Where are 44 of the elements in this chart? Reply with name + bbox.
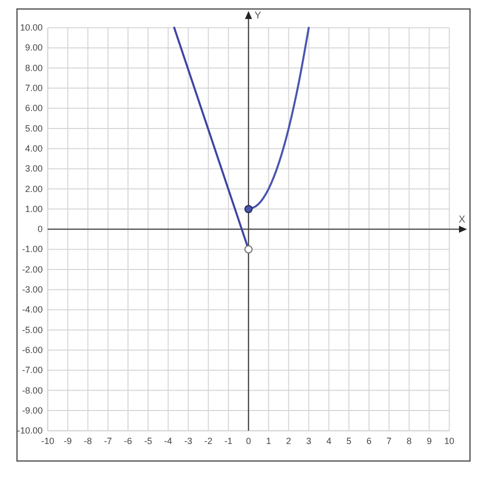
y-tick-label: 6.00: [25, 103, 43, 114]
x-axis-title: X: [458, 214, 466, 226]
x-tick-label: -3: [184, 436, 192, 446]
x-tick-label: 3: [306, 436, 312, 446]
x-tick-label: -4: [164, 436, 172, 446]
x-tick-label: -9: [64, 436, 72, 446]
y-tick-label: -8.00: [22, 385, 43, 396]
y-tick-label: -7.00: [22, 365, 43, 376]
y-tick-label: 5.00: [25, 123, 43, 134]
y-tick-label: 2.00: [25, 184, 43, 194]
x-tick-label: 7: [386, 436, 392, 446]
x-tick-label: -1: [224, 436, 232, 446]
x-tick-label: 10: [444, 436, 454, 446]
x-tick-label: 4: [326, 436, 332, 446]
x-tick-label: -8: [84, 436, 92, 446]
y-tick-label: -3.00: [22, 284, 43, 295]
y-tick-label: -5.00: [22, 324, 43, 335]
y-tick-label: 8.00: [25, 62, 43, 73]
x-tick-label: 5: [346, 436, 352, 446]
y-axis-title: Y: [254, 10, 262, 22]
y-tick-label: -10.00: [17, 426, 43, 436]
y-tick-label: 10.00: [20, 22, 43, 33]
y-tick-label: 0: [38, 224, 43, 234]
x-tick-label: 9: [426, 436, 432, 446]
y-tick-label: 1.00: [25, 204, 43, 214]
x-tick-label: -10: [41, 436, 54, 446]
x-tick-label: 0: [246, 436, 252, 446]
y-tick-label: 9.00: [25, 42, 43, 53]
x-tick-label: 6: [366, 436, 372, 446]
y-tick-label: -9.00: [22, 405, 43, 416]
y-tick-label: 4.00: [25, 143, 43, 154]
x-tick-label: 2: [286, 436, 292, 446]
y-tick-label: -2.00: [22, 264, 43, 274]
y-tick-label: -4.00: [22, 304, 43, 315]
x-tick-label: -7: [104, 436, 112, 446]
y-tick-label: 3.00: [25, 164, 43, 174]
y-tick-label: -1.00: [22, 244, 43, 254]
x-tick-label: -5: [144, 436, 152, 446]
x-tick-label: 8: [406, 436, 412, 446]
x-tick-label: -2: [204, 436, 212, 446]
y-tick-label: 7.00: [25, 83, 43, 94]
x-tick-label: 1: [266, 436, 272, 446]
y-tick-label: -6.00: [22, 344, 43, 355]
x-tick-label: -6: [124, 436, 132, 446]
